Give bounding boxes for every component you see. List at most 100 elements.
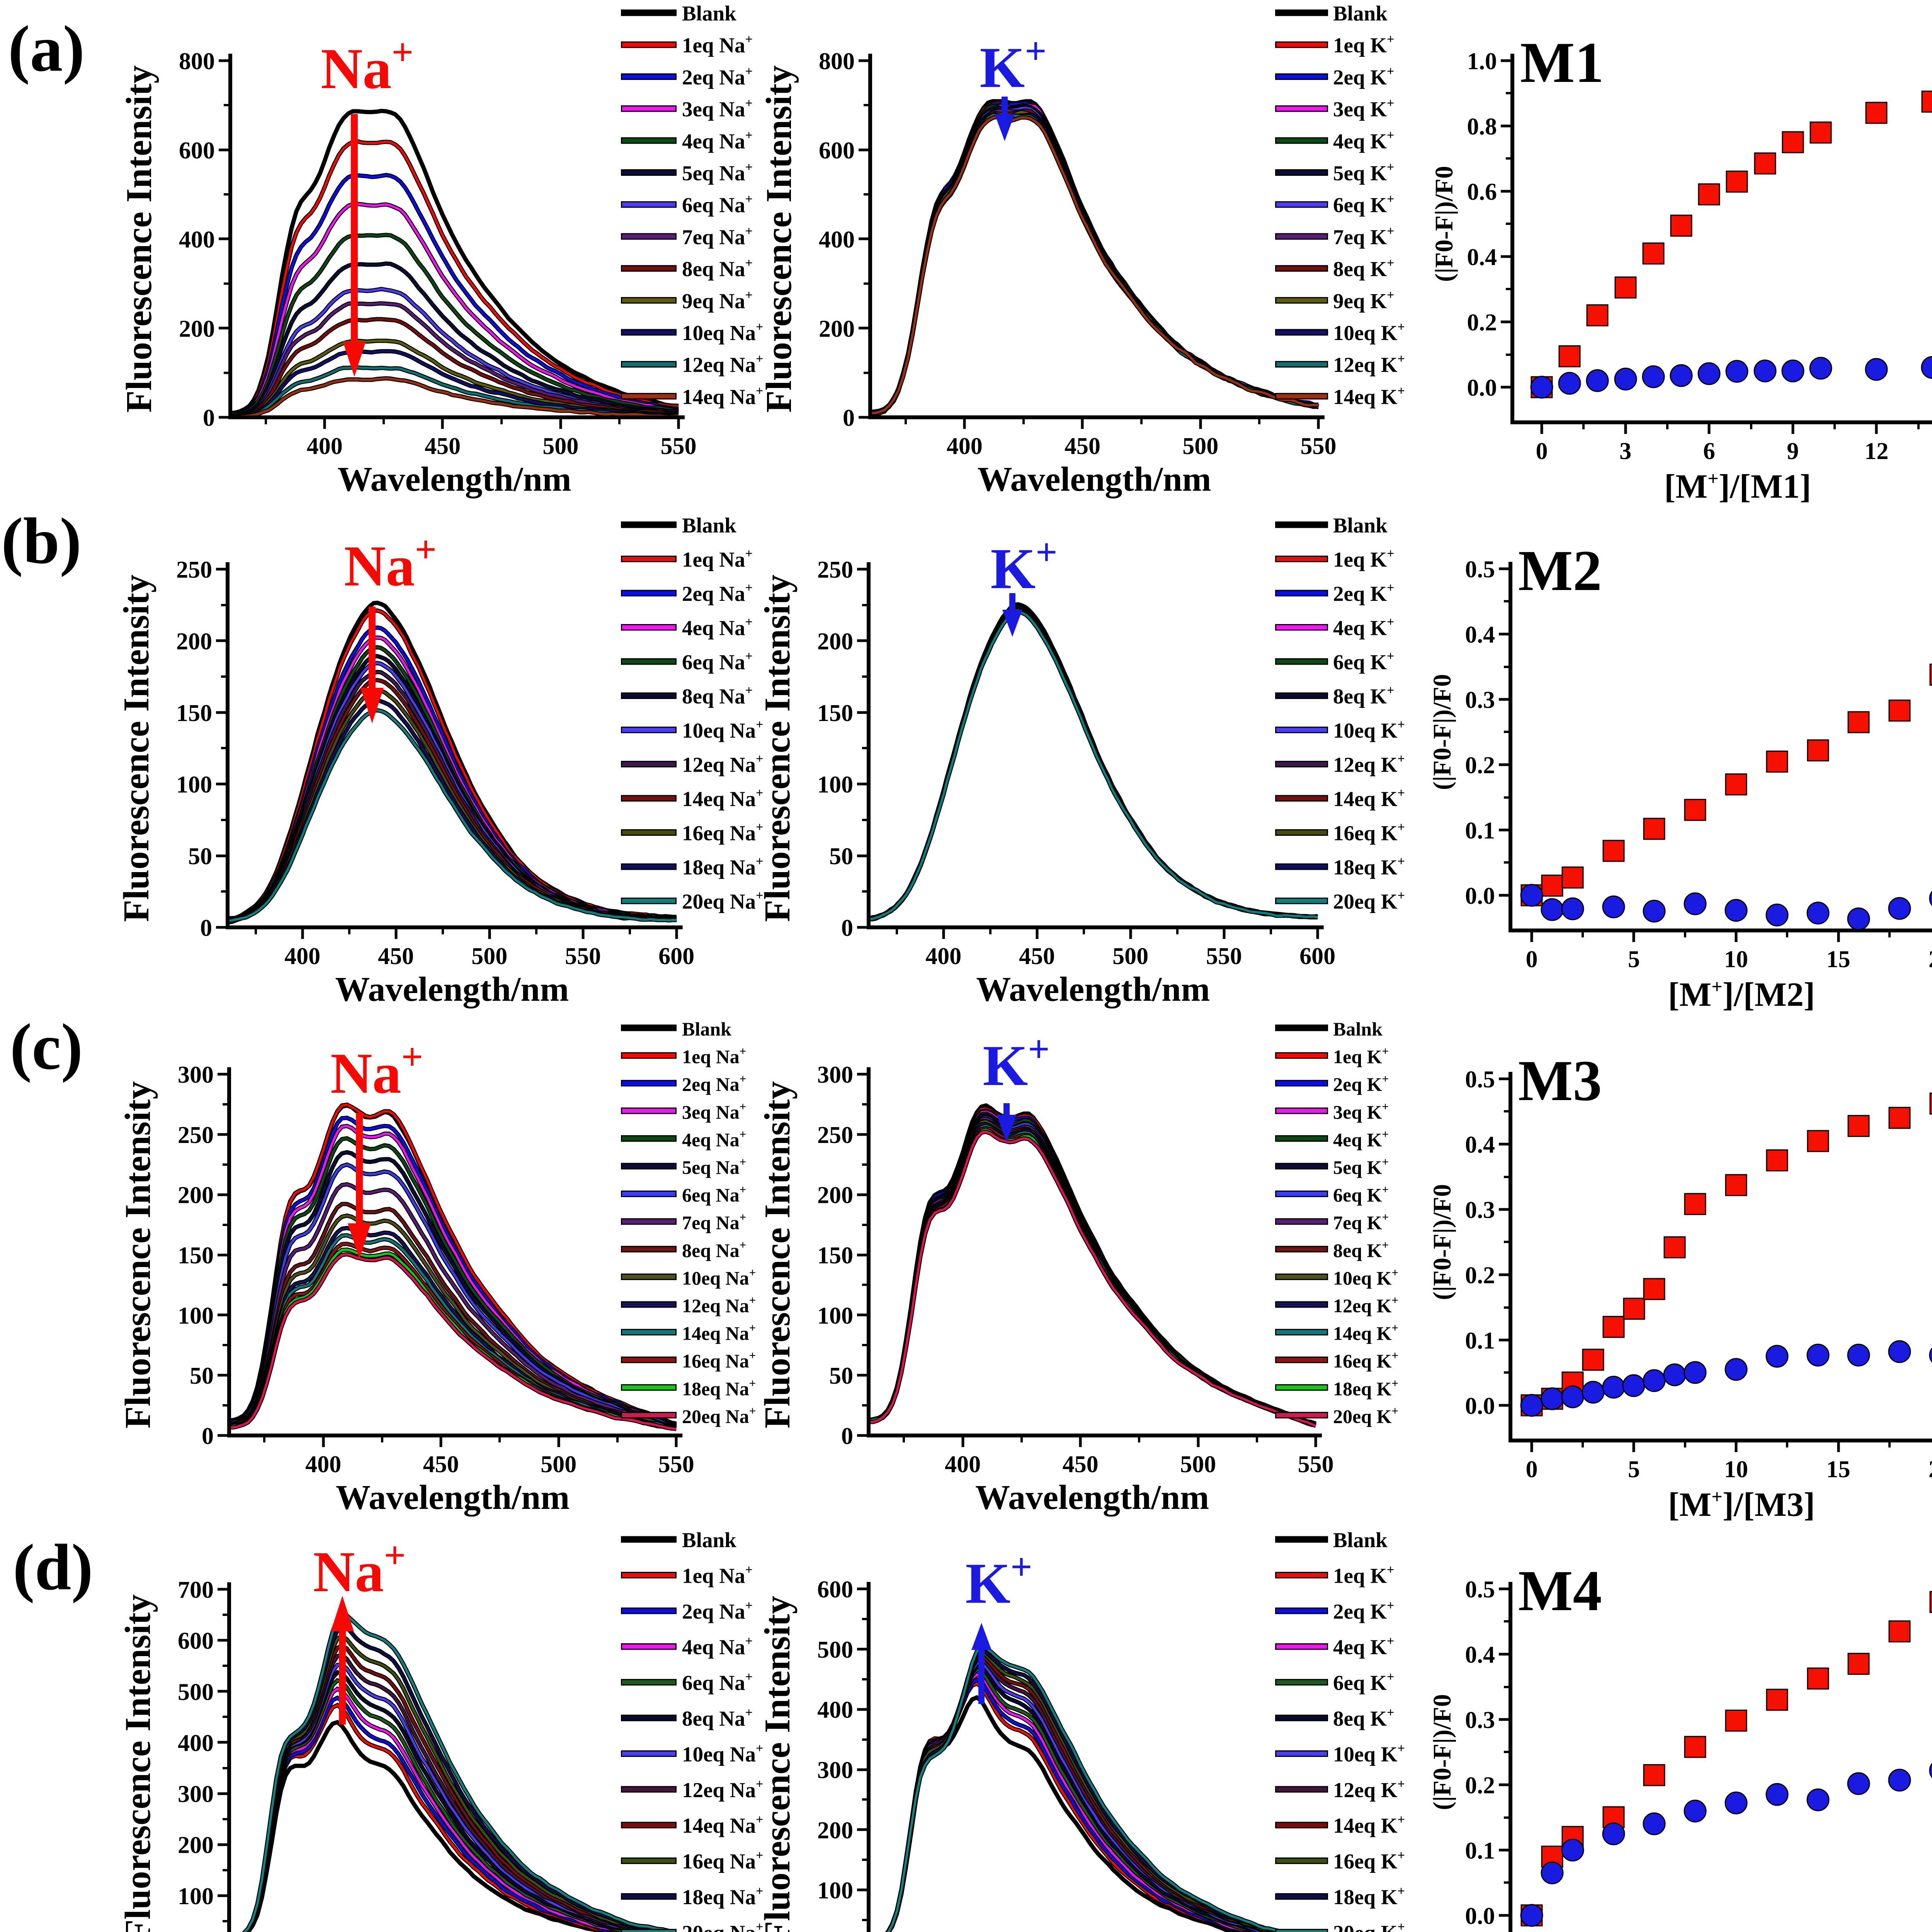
svg-text:10: 10 xyxy=(1724,1456,1748,1483)
svg-text:18eq K+: 18eq K+ xyxy=(1333,854,1405,879)
svg-text:0.1: 0.1 xyxy=(1465,1328,1495,1354)
svg-text:5eq Na+: 5eq Na+ xyxy=(682,1155,746,1178)
svg-text:5: 5 xyxy=(1628,946,1640,973)
svg-text:20: 20 xyxy=(1929,946,1932,973)
svg-text:18eq Na+: 18eq Na+ xyxy=(682,854,763,879)
svg-text:5eq K+: 5eq K+ xyxy=(1333,1155,1389,1178)
svg-text:3: 3 xyxy=(1619,438,1631,464)
svg-text:600: 600 xyxy=(658,943,694,969)
svg-text:Fluorescence Intensity: Fluorescence Intensity xyxy=(118,1594,158,1932)
svg-text:0.0: 0.0 xyxy=(1465,883,1495,909)
svg-text:18eq K+: 18eq K+ xyxy=(1333,1376,1398,1400)
svg-text:50: 50 xyxy=(829,1363,853,1389)
svg-text:4eq Na+: 4eq Na+ xyxy=(682,128,753,153)
svg-text:Blank: Blank xyxy=(682,514,736,537)
svg-text:12eq Na+: 12eq Na+ xyxy=(682,352,763,377)
svg-text:600: 600 xyxy=(178,1628,214,1654)
svg-text:Wavelength/nm: Wavelength/nm xyxy=(337,460,571,498)
svg-text:3eq Na+: 3eq Na+ xyxy=(682,1100,746,1123)
svg-text:8eq K+: 8eq K+ xyxy=(1333,684,1394,708)
svg-text:0: 0 xyxy=(1526,946,1538,973)
svg-text:500: 500 xyxy=(471,943,507,969)
svg-text:0: 0 xyxy=(1536,438,1548,464)
svg-text:16eq Na+: 16eq Na+ xyxy=(682,820,763,845)
svg-text:500: 500 xyxy=(543,433,578,459)
svg-text:(c): (c) xyxy=(10,1010,83,1083)
svg-text:450: 450 xyxy=(1019,943,1055,969)
svg-text:4eq K+: 4eq K+ xyxy=(1333,615,1394,640)
svg-text:4eq K+: 4eq K+ xyxy=(1333,1634,1394,1659)
svg-text:7eq K+: 7eq K+ xyxy=(1333,224,1394,249)
svg-text:0.2: 0.2 xyxy=(1465,752,1495,779)
svg-text:12eq K+: 12eq K+ xyxy=(1333,1293,1398,1316)
svg-text:Blank: Blank xyxy=(682,1528,736,1552)
svg-text:Fluorescence Intensity: Fluorescence Intensity xyxy=(759,65,799,413)
svg-text:0: 0 xyxy=(843,405,855,431)
svg-text:4eq Na+: 4eq Na+ xyxy=(682,1634,753,1659)
svg-text:50: 50 xyxy=(190,1363,214,1389)
svg-text:Fluorescence Intensity: Fluorescence Intensity xyxy=(757,575,798,922)
svg-text:0.3: 0.3 xyxy=(1465,1197,1495,1223)
svg-text:250: 250 xyxy=(817,1122,853,1148)
svg-text:14eq K+: 14eq K+ xyxy=(1333,1321,1398,1344)
svg-text:7eq Na+: 7eq Na+ xyxy=(682,1210,746,1233)
svg-text:(|F0-F|)/F0: (|F0-F|)/F0 xyxy=(1430,166,1458,282)
svg-text:Fluorescence Intensity: Fluorescence Intensity xyxy=(116,575,156,922)
svg-text:0: 0 xyxy=(200,915,212,941)
svg-text:0.8: 0.8 xyxy=(1467,114,1497,140)
svg-text:10eq K+: 10eq K+ xyxy=(1333,718,1405,742)
svg-text:600: 600 xyxy=(819,138,855,164)
svg-text:7eq Na+: 7eq Na+ xyxy=(682,224,753,249)
svg-text:10: 10 xyxy=(1724,946,1748,973)
svg-text:550: 550 xyxy=(1206,943,1242,969)
svg-text:20eq Na+: 20eq Na+ xyxy=(682,1920,763,1932)
svg-text:8eq Na+: 8eq Na+ xyxy=(682,684,753,708)
svg-text:9eq Na+: 9eq Na+ xyxy=(682,288,753,313)
svg-text:0.5: 0.5 xyxy=(1465,556,1495,583)
svg-text:400: 400 xyxy=(178,1730,214,1756)
svg-text:(d): (d) xyxy=(13,1531,93,1604)
svg-text:Wavelength/nm: Wavelength/nm xyxy=(336,1478,570,1517)
svg-text:2eq K+: 2eq K+ xyxy=(1333,64,1394,89)
svg-text:20eq Na+: 20eq Na+ xyxy=(682,889,763,913)
svg-text:6eq Na+: 6eq Na+ xyxy=(682,649,753,674)
svg-text:5eq K+: 5eq K+ xyxy=(1333,160,1394,185)
svg-text:8eq Na+: 8eq Na+ xyxy=(682,256,753,281)
svg-text:8eq Na+: 8eq Na+ xyxy=(682,1706,753,1730)
svg-text:12eq K+: 12eq K+ xyxy=(1333,752,1405,777)
svg-text:14eq Na+: 14eq Na+ xyxy=(682,384,763,408)
svg-text:6eq K+: 6eq K+ xyxy=(1333,649,1394,674)
svg-text:800: 800 xyxy=(179,48,215,75)
svg-text:[M+]/[M1]: [M+]/[M1] xyxy=(1664,468,1811,505)
svg-text:0.2: 0.2 xyxy=(1465,1772,1495,1799)
svg-text:100: 100 xyxy=(817,772,853,798)
svg-text:0.4: 0.4 xyxy=(1465,622,1495,648)
svg-text:250: 250 xyxy=(178,1122,214,1148)
svg-text:10eq Na+: 10eq Na+ xyxy=(682,1741,763,1766)
svg-text:M1: M1 xyxy=(1520,31,1604,95)
svg-text:3eq Na+: 3eq Na+ xyxy=(682,96,753,121)
svg-text:9: 9 xyxy=(1787,438,1799,464)
svg-text:200: 200 xyxy=(176,628,212,655)
svg-text:M2: M2 xyxy=(1518,539,1602,603)
svg-text:12: 12 xyxy=(1864,438,1888,464)
svg-text:2eq Na+: 2eq Na+ xyxy=(682,64,753,89)
svg-text:400: 400 xyxy=(819,227,855,253)
svg-text:0.1: 0.1 xyxy=(1465,818,1495,844)
svg-text:(|F0-F|)/F0: (|F0-F|)/F0 xyxy=(1428,1694,1456,1810)
svg-text:0.5: 0.5 xyxy=(1465,1066,1495,1093)
svg-text:200: 200 xyxy=(817,628,853,655)
svg-text:16eq Na+: 16eq Na+ xyxy=(682,1349,756,1372)
svg-text:16eq K+: 16eq K+ xyxy=(1333,1349,1398,1372)
svg-text:14eq K+: 14eq K+ xyxy=(1333,384,1405,408)
svg-text:400: 400 xyxy=(284,943,320,969)
svg-text:16eq Na+: 16eq Na+ xyxy=(682,1849,763,1873)
svg-text:250: 250 xyxy=(817,557,853,583)
svg-text:450: 450 xyxy=(423,1451,459,1478)
svg-text:K+: K+ xyxy=(980,30,1046,100)
svg-text:5eq Na+: 5eq Na+ xyxy=(682,160,753,185)
svg-text:150: 150 xyxy=(178,1243,214,1269)
svg-text:450: 450 xyxy=(1065,433,1100,459)
svg-text:12eq Na+: 12eq Na+ xyxy=(682,1293,756,1316)
svg-text:12eq Na+: 12eq Na+ xyxy=(682,752,763,777)
